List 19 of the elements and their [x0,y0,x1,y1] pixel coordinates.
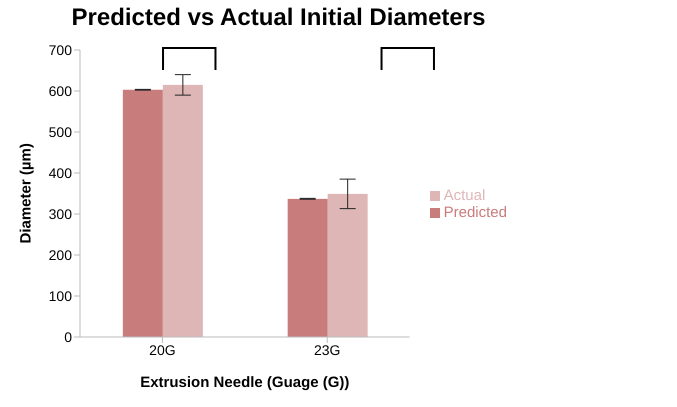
y-tick-label: 100 [48,288,72,304]
bar [288,198,328,337]
legend-label: Predicted [444,204,507,220]
x-tick-label: 20G [149,342,176,358]
y-tick-label: 0 [64,328,72,345]
y-tick-label: 300 [48,206,72,222]
y-tick-label: 700 [48,42,72,58]
y-tick-label: 400 [48,164,72,181]
y-tick-label: 600 [48,82,72,99]
bar [122,90,163,337]
legend-label: Actual [444,186,486,204]
y-axis-title: Diameter (µm) [17,143,34,244]
bar [328,194,368,337]
y-tick-label: 200 [48,246,72,263]
x-tick-label: 23G [314,342,340,358]
x-axis-title: Extrusion Needle (Guage (G)) [140,374,350,391]
bar [162,84,203,337]
y-tick-label: 500 [48,124,72,140]
chart-title: Predicted vs Actual Initial Diameters [70,4,486,32]
